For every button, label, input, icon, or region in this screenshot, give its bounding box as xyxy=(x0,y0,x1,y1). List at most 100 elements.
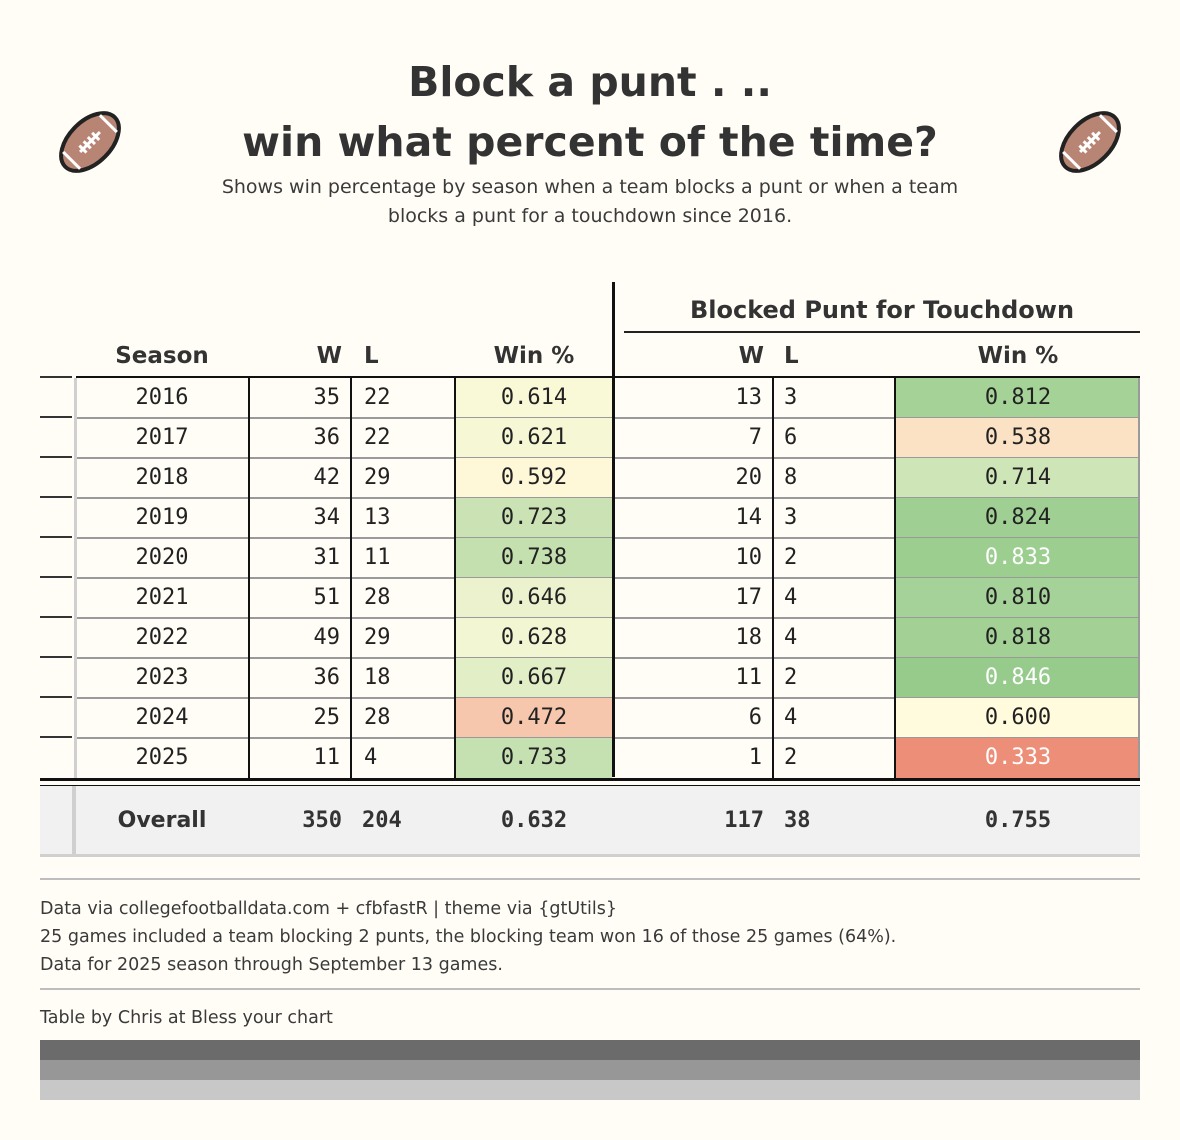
cell-season: 2023 xyxy=(135,665,189,690)
cell-w: 11 xyxy=(313,745,341,770)
american-football-icon xyxy=(59,111,121,173)
cell-w: 34 xyxy=(313,505,341,530)
source-note-1: Data via collegefootballdata.com + cfbfa… xyxy=(40,899,617,919)
footer-bar-dark xyxy=(40,1040,1140,1060)
cell-td-w: 6 xyxy=(748,705,762,730)
row-stub xyxy=(40,496,72,498)
row-stub-border xyxy=(74,378,77,778)
cell-l: 22 xyxy=(364,425,391,450)
cell-win-pct: 0.621 xyxy=(456,418,612,458)
cell-l: 11 xyxy=(364,545,391,570)
column-rule xyxy=(248,378,250,778)
cell-season: 2024 xyxy=(135,705,189,730)
cell-win-pct: 0.733 xyxy=(456,738,612,778)
column-rule xyxy=(454,378,456,778)
cell-td-l: 8 xyxy=(784,465,798,490)
cell-td-w: 10 xyxy=(735,545,763,570)
summary-l: 204 xyxy=(362,808,402,833)
cell-win-pct: 0.646 xyxy=(456,578,612,618)
column-rule xyxy=(1138,378,1140,778)
cell-win-pct: 0.738 xyxy=(456,538,612,578)
summary-td-w: 117 xyxy=(724,808,764,833)
cell-td-win-pct: 0.833 xyxy=(896,538,1140,578)
header-td-win-pct: Win % xyxy=(977,343,1059,369)
cell-td-w: 18 xyxy=(735,625,763,650)
cell-td-l: 4 xyxy=(784,705,798,730)
cell-td-l: 2 xyxy=(784,545,798,570)
cell-td-win-pct: 0.600 xyxy=(896,698,1140,738)
cell-l: 28 xyxy=(364,585,391,610)
summary-left-border xyxy=(72,786,76,854)
cell-td-l: 4 xyxy=(784,625,798,650)
cell-season: 2017 xyxy=(135,425,189,450)
cell-season: 2025 xyxy=(135,745,189,770)
cell-td-w: 1 xyxy=(748,745,762,770)
cell-win-pct: 0.592 xyxy=(456,458,612,498)
row-stub xyxy=(40,736,72,738)
footer-top-rule xyxy=(40,878,1140,880)
row-stub xyxy=(40,696,72,698)
cell-td-win-pct: 0.812 xyxy=(896,378,1140,418)
spanner-blocked-punt-td: Blocked Punt for Touchdown xyxy=(689,296,1075,324)
header-win-pct: Win % xyxy=(493,343,575,369)
cell-td-l: 4 xyxy=(784,585,798,610)
cell-td-l: 6 xyxy=(784,425,798,450)
row-stub xyxy=(40,536,72,538)
spanner-underline xyxy=(624,331,1140,333)
cell-w: 51 xyxy=(313,585,341,610)
cell-td-w: 17 xyxy=(735,585,763,610)
header-l: L xyxy=(364,343,379,369)
header-w: W xyxy=(316,343,342,369)
subtitle: Shows win percentage by season when a te… xyxy=(190,173,990,231)
cell-td-win-pct: 0.810 xyxy=(896,578,1140,618)
american-football-icon xyxy=(1059,111,1121,173)
summary-win-pct: 0.632 xyxy=(500,808,568,833)
column-rule xyxy=(894,378,896,778)
cell-season: 2018 xyxy=(135,465,189,490)
cell-l: 4 xyxy=(364,745,378,770)
cell-td-win-pct: 0.818 xyxy=(896,618,1140,658)
cell-l: 22 xyxy=(364,385,391,410)
cell-w: 49 xyxy=(313,625,341,650)
header-td-l: L xyxy=(784,343,799,369)
cell-w: 42 xyxy=(313,465,341,490)
summary-bottom-rule xyxy=(40,854,1140,857)
cell-season: 2022 xyxy=(135,625,189,650)
title-line-1: Block a punt . .. xyxy=(408,58,772,106)
credit-rule xyxy=(40,988,1140,990)
row-stub xyxy=(40,376,72,378)
source-note-2: 25 games included a team blocking 2 punt… xyxy=(40,927,897,947)
summary-td-win-pct: 0.755 xyxy=(984,808,1052,833)
cell-w: 25 xyxy=(313,705,341,730)
cell-win-pct: 0.472 xyxy=(456,698,612,738)
cell-td-win-pct: 0.846 xyxy=(896,658,1140,698)
cell-season: 2019 xyxy=(135,505,189,530)
cell-w: 35 xyxy=(313,385,341,410)
cell-td-win-pct: 0.333 xyxy=(896,738,1140,778)
cell-w: 31 xyxy=(313,545,341,570)
footer-bar-mid xyxy=(40,1060,1140,1080)
title-line-2: win what percent of the time? xyxy=(242,118,938,166)
spanner-divider xyxy=(612,282,615,777)
header-td-w: W xyxy=(738,343,764,369)
summary-td-l: 38 xyxy=(784,808,811,833)
subtitle-line-1: Shows win percentage by season when a te… xyxy=(221,176,959,198)
summary-w: 350 xyxy=(302,808,342,833)
header-season: Season xyxy=(115,343,209,369)
cell-td-l: 3 xyxy=(784,505,798,530)
cell-l: 29 xyxy=(364,625,391,650)
cell-season: 2021 xyxy=(135,585,189,610)
cell-td-w: 7 xyxy=(748,425,762,450)
cell-td-win-pct: 0.824 xyxy=(896,498,1140,538)
subtitle-line-2: blocks a punt for a touchdown since 2016… xyxy=(387,205,793,227)
cell-td-l: 2 xyxy=(784,665,798,690)
cell-w: 36 xyxy=(313,665,341,690)
row-stub xyxy=(40,616,72,618)
cell-season: 2020 xyxy=(135,545,189,570)
cell-td-l: 2 xyxy=(784,745,798,770)
footer-bar-light xyxy=(40,1080,1140,1100)
cell-w: 36 xyxy=(313,425,341,450)
row-stub xyxy=(40,656,72,658)
cell-td-l: 3 xyxy=(784,385,798,410)
cell-win-pct: 0.628 xyxy=(456,618,612,658)
